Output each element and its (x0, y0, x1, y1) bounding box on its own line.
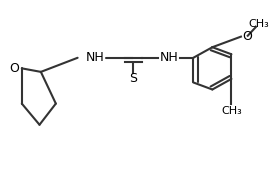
Text: NH: NH (160, 51, 178, 64)
Text: O: O (9, 62, 19, 75)
Text: S: S (130, 72, 138, 84)
Text: CH₃: CH₃ (248, 19, 269, 29)
Text: NH: NH (86, 51, 105, 64)
Text: CH₃: CH₃ (221, 106, 242, 116)
Text: O: O (242, 30, 252, 43)
